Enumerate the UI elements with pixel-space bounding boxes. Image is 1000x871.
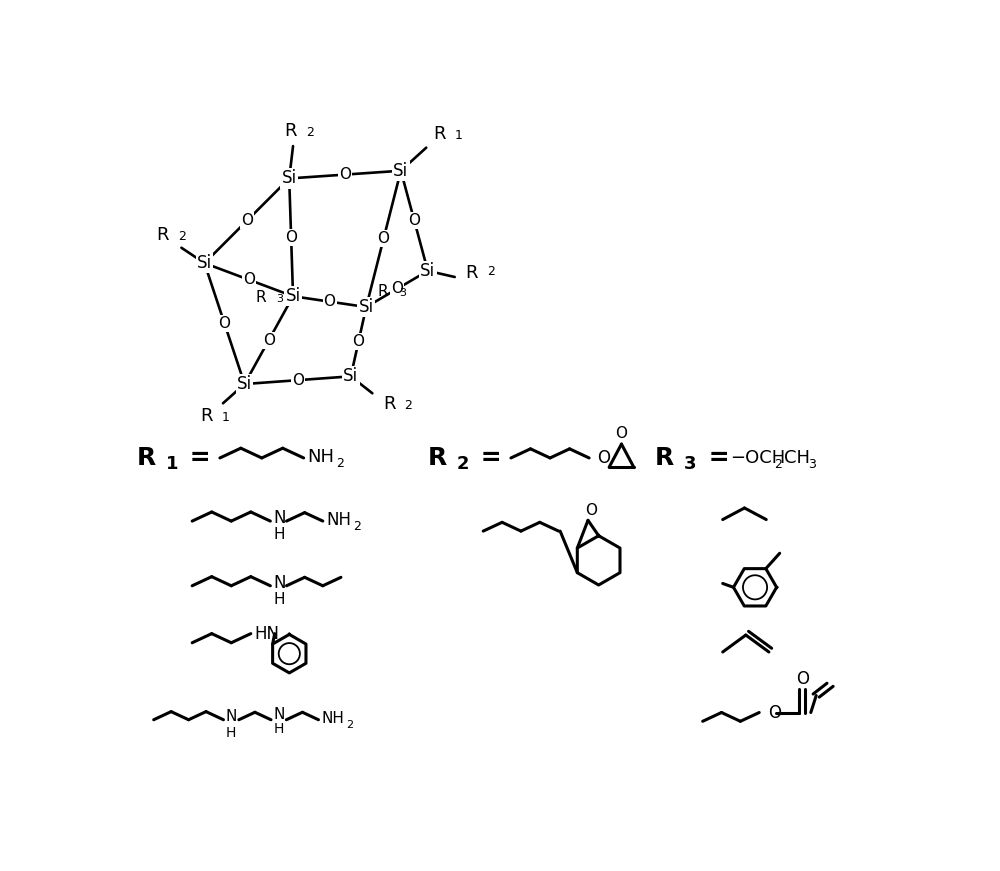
Text: 2: 2 [178, 231, 186, 244]
Text: Si: Si [359, 298, 374, 316]
Text: R: R [655, 446, 674, 470]
Text: 3: 3 [808, 457, 816, 470]
Text: 1: 1 [166, 456, 178, 473]
Text: O: O [408, 213, 420, 228]
Text: =: = [181, 446, 211, 470]
Text: R: R [255, 290, 266, 306]
Text: N: N [273, 574, 286, 591]
Text: O: O [768, 704, 781, 721]
Text: Si: Si [237, 375, 252, 393]
Text: Si: Si [285, 287, 301, 305]
Text: 1: 1 [455, 129, 463, 142]
Text: O: O [292, 373, 304, 388]
Text: H: H [273, 722, 284, 736]
Text: N: N [273, 707, 285, 722]
Text: =: = [472, 446, 502, 470]
Text: O: O [241, 213, 253, 228]
Text: NH: NH [307, 449, 334, 466]
Text: O: O [597, 449, 610, 467]
Text: O: O [339, 167, 351, 182]
Text: R: R [157, 226, 169, 245]
Text: R: R [383, 395, 396, 413]
Text: 3: 3 [684, 456, 697, 473]
Text: 2: 2 [346, 720, 353, 730]
Text: Si: Si [420, 262, 435, 280]
Text: 2: 2 [774, 457, 782, 470]
Text: 2: 2 [306, 125, 314, 138]
Text: CH: CH [784, 449, 810, 467]
Text: HN: HN [254, 625, 279, 643]
Text: 2: 2 [354, 520, 361, 533]
Text: 1: 1 [221, 410, 229, 423]
Text: =: = [700, 446, 729, 470]
Text: H: H [273, 592, 285, 607]
Text: Si: Si [282, 170, 297, 187]
Text: 2: 2 [405, 399, 412, 412]
Text: O: O [585, 503, 597, 518]
Text: R: R [433, 125, 446, 143]
Text: R: R [378, 284, 388, 299]
Text: O: O [796, 670, 809, 687]
Text: NH: NH [322, 712, 344, 726]
Text: N: N [226, 709, 237, 724]
Text: 2: 2 [336, 457, 344, 469]
Text: 3: 3 [399, 288, 406, 298]
Text: N: N [273, 509, 286, 527]
Text: Si: Si [197, 254, 212, 272]
Text: −OCH: −OCH [730, 449, 786, 467]
Text: O: O [324, 294, 336, 309]
Text: R: R [428, 446, 447, 470]
Text: O: O [378, 232, 390, 246]
Text: H: H [226, 726, 236, 739]
Text: O: O [352, 334, 364, 349]
Text: 3: 3 [276, 294, 283, 304]
Text: R: R [137, 446, 156, 470]
Text: O: O [263, 333, 275, 348]
Text: Si: Si [393, 162, 408, 179]
Text: 2: 2 [487, 265, 495, 278]
Text: NH: NH [327, 511, 352, 530]
Text: O: O [243, 273, 255, 287]
Text: O: O [391, 281, 403, 296]
Text: O: O [285, 230, 297, 245]
Text: Si: Si [343, 368, 358, 385]
Text: H: H [273, 528, 285, 543]
Text: O: O [615, 426, 627, 441]
Text: 2: 2 [457, 456, 470, 473]
Text: O: O [219, 316, 231, 331]
Text: R: R [200, 407, 212, 424]
Text: R: R [465, 264, 478, 282]
Text: R: R [284, 122, 297, 139]
